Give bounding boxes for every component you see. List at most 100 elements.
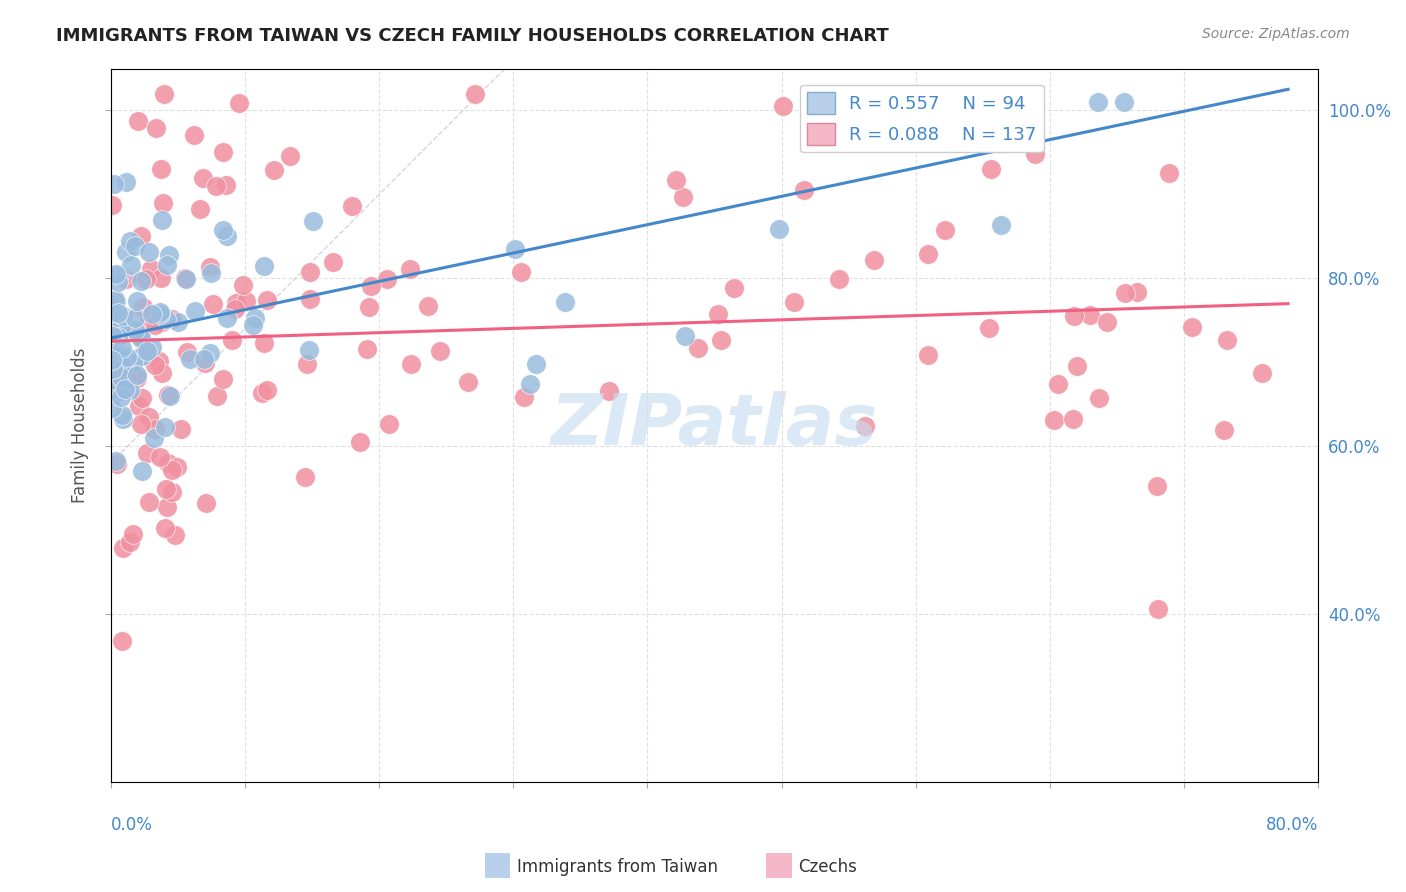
Point xyxy=(160,485,183,500)
Point xyxy=(359,300,381,314)
Point xyxy=(107,330,129,344)
Point xyxy=(157,456,180,470)
Point xyxy=(129,331,152,345)
Point xyxy=(145,120,167,135)
Legend: R = 0.557    N = 94, R = 0.088    N = 137: R = 0.557 N = 94, R = 0.088 N = 137 xyxy=(800,85,1043,153)
Point xyxy=(129,328,152,343)
Point xyxy=(834,95,856,109)
Point xyxy=(118,535,141,549)
Point xyxy=(155,311,177,326)
Point xyxy=(849,125,872,139)
Point xyxy=(101,329,124,343)
Point xyxy=(143,422,166,436)
Point xyxy=(117,371,139,385)
Point xyxy=(120,355,142,369)
Point xyxy=(198,346,221,360)
Point xyxy=(101,309,124,323)
Point xyxy=(157,388,180,402)
Point xyxy=(125,368,148,382)
Point xyxy=(111,541,134,555)
Point xyxy=(211,223,233,237)
Point xyxy=(917,348,939,362)
Point xyxy=(710,333,733,347)
Point xyxy=(183,128,205,143)
Point xyxy=(135,272,157,286)
Point xyxy=(120,258,142,272)
Point xyxy=(122,356,145,370)
Point xyxy=(215,178,238,193)
Point xyxy=(156,258,179,272)
Point xyxy=(250,385,273,400)
Point xyxy=(232,278,254,293)
FancyBboxPatch shape xyxy=(478,846,517,885)
Point xyxy=(135,343,157,358)
Point xyxy=(176,344,198,359)
Point xyxy=(105,372,128,386)
Point xyxy=(980,162,1002,177)
Point xyxy=(707,307,730,321)
Point xyxy=(138,244,160,259)
Point xyxy=(301,214,323,228)
Text: Source: ZipAtlas.com: Source: ZipAtlas.com xyxy=(1202,27,1350,41)
Point xyxy=(783,295,806,310)
Point xyxy=(253,336,276,351)
Point xyxy=(104,267,127,281)
Point xyxy=(298,343,321,357)
Point xyxy=(107,365,129,379)
Text: IMMIGRANTS FROM TAIWAN VS CZECH FAMILY HOUSEHOLDS CORRELATION CHART: IMMIGRANTS FROM TAIWAN VS CZECH FAMILY H… xyxy=(56,27,889,45)
Point xyxy=(242,318,264,332)
Point xyxy=(149,305,172,319)
Text: Czechs: Czechs xyxy=(799,858,858,876)
Point xyxy=(105,295,128,310)
Point xyxy=(378,417,401,431)
Point xyxy=(105,374,128,388)
Point xyxy=(188,202,211,216)
Point xyxy=(118,383,141,397)
Point xyxy=(862,253,884,268)
Point xyxy=(1250,366,1272,380)
Point xyxy=(156,500,179,514)
Point xyxy=(278,149,301,163)
Point xyxy=(104,380,127,394)
Point xyxy=(1063,309,1085,323)
Point xyxy=(202,297,225,311)
Point xyxy=(193,351,215,366)
Point xyxy=(1112,95,1135,109)
Point xyxy=(215,311,238,326)
Point xyxy=(672,190,695,204)
Point xyxy=(132,300,155,314)
Point xyxy=(143,318,166,333)
Point xyxy=(141,307,163,321)
Point xyxy=(1146,479,1168,493)
Point xyxy=(1181,319,1204,334)
Point xyxy=(112,358,135,372)
Point xyxy=(107,268,129,282)
Text: 80.0%: 80.0% xyxy=(1265,815,1319,834)
Point xyxy=(148,353,170,368)
Point xyxy=(128,399,150,413)
Point xyxy=(101,320,124,334)
Point xyxy=(159,388,181,402)
Point xyxy=(107,275,129,289)
Point xyxy=(138,312,160,326)
Point xyxy=(111,318,134,332)
Point xyxy=(772,99,794,113)
Point xyxy=(195,496,218,510)
Point xyxy=(946,130,969,145)
Point xyxy=(399,262,422,277)
Point xyxy=(360,279,382,293)
Point xyxy=(105,293,128,308)
Point xyxy=(1146,601,1168,615)
Point xyxy=(139,261,162,276)
Point xyxy=(917,247,939,261)
Point xyxy=(664,172,686,186)
Point xyxy=(131,229,153,244)
Point xyxy=(174,272,197,286)
Point xyxy=(112,359,135,374)
Text: 0.0%: 0.0% xyxy=(111,815,153,834)
Point xyxy=(853,419,876,434)
Point xyxy=(179,351,201,366)
Point xyxy=(110,390,132,404)
Point xyxy=(149,161,172,176)
Point xyxy=(115,175,138,189)
